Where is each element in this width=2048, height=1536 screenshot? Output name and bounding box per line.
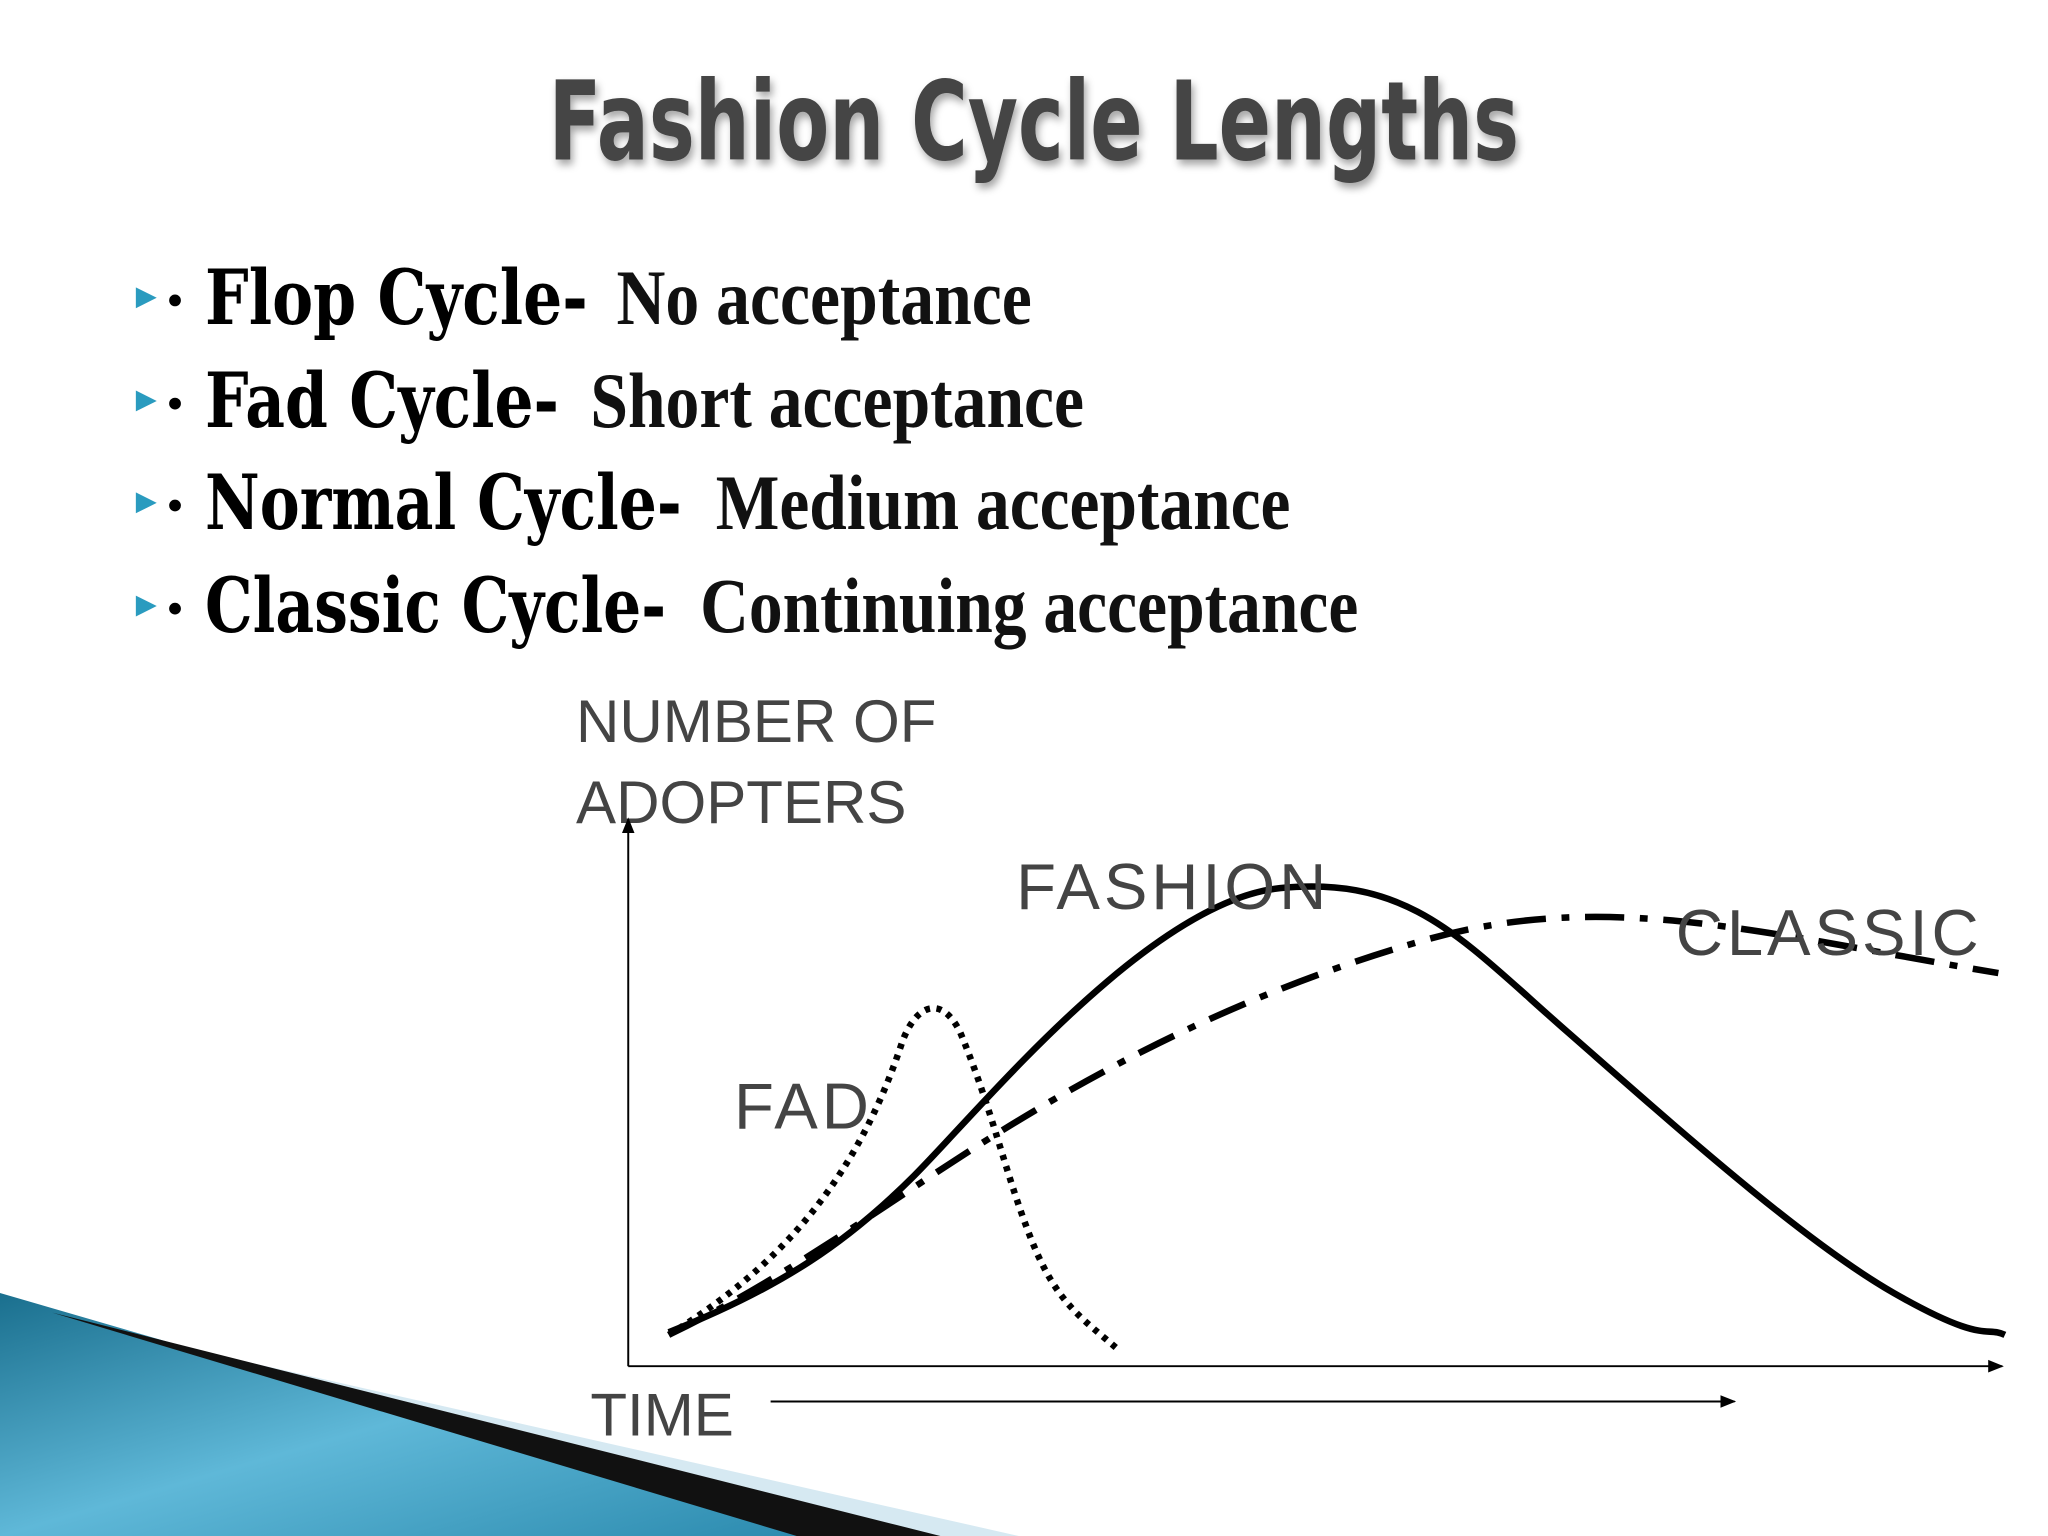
bullet-dot bbox=[169, 397, 181, 410]
title: Fashion Cycle Lengths bbox=[549, 57, 1519, 185]
diagram: NUMBER OF ADOPTERS TIME FASHION FAD CLAS… bbox=[576, 688, 2007, 1448]
bullet-term: Fad Cycle- bbox=[205, 356, 559, 445]
bullet-dot bbox=[169, 499, 181, 512]
bullet-term: Normal Cycle- bbox=[205, 458, 682, 547]
bullet-term: Flop Cycle- bbox=[205, 253, 588, 342]
classic-curve bbox=[667, 913, 1999, 1338]
bullet-text: Fad Cycle- Short acceptance bbox=[205, 356, 1084, 445]
classic-label: CLASSIC bbox=[1676, 896, 1983, 969]
fad-curve bbox=[667, 1005, 1123, 1355]
y-axis-label: NUMBER OF bbox=[576, 688, 936, 755]
bullet-list: Flop Cycle- No acceptance Fad Cycle- Sho… bbox=[135, 253, 1358, 650]
bullet-text: Normal Cycle- Medium acceptance bbox=[205, 458, 1290, 547]
bullet-text: Classic Cycle- Continuing acceptance bbox=[205, 561, 1358, 650]
bullet-dot bbox=[169, 602, 181, 615]
fad-label: FAD bbox=[734, 1069, 873, 1142]
bullet-arrow bbox=[135, 390, 157, 412]
bullet-item: Fad Cycle- Short acceptance bbox=[135, 356, 1084, 445]
bullet-description: No acceptance bbox=[616, 254, 1031, 341]
bullet-description: Short acceptance bbox=[590, 357, 1084, 444]
fashion-curve bbox=[667, 883, 2007, 1338]
bullet-item: Classic Cycle- Continuing acceptance bbox=[135, 561, 1358, 650]
x-axis-label: TIME bbox=[590, 1381, 734, 1448]
fashion-label: FASHION bbox=[1016, 850, 1330, 923]
bullet-arrow bbox=[135, 595, 157, 617]
bullet-arrow bbox=[135, 287, 157, 309]
bullet-arrow bbox=[135, 492, 157, 514]
decor-dark bbox=[52, 1312, 941, 1536]
bullet-description: Continuing acceptance bbox=[700, 562, 1358, 649]
bullet-text: Flop Cycle- No acceptance bbox=[205, 253, 1032, 342]
bullet-term: Classic Cycle- bbox=[205, 561, 666, 650]
bullet-item: Flop Cycle- No acceptance bbox=[135, 253, 1032, 342]
bullet-item: Normal Cycle- Medium acceptance bbox=[135, 458, 1290, 547]
bullet-description: Medium acceptance bbox=[716, 459, 1291, 546]
bullet-dot bbox=[169, 294, 181, 307]
y-axis-label: ADOPTERS bbox=[576, 769, 907, 836]
